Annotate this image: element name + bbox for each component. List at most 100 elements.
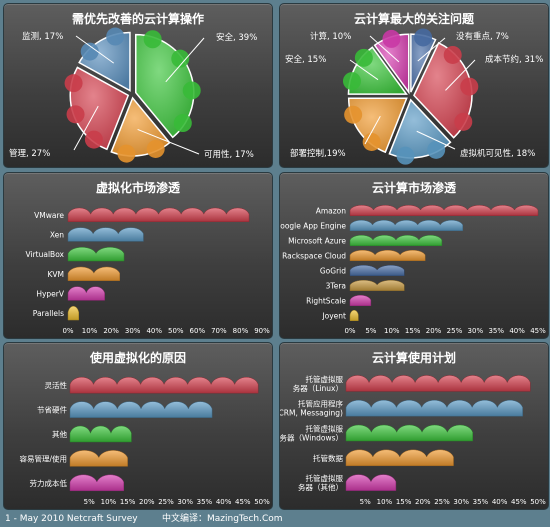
x-tick-label: 70% [211,327,227,335]
x-tick-label: 30% [177,498,193,506]
pie-slice-bump [84,130,103,149]
x-tick-label: 10% [82,327,98,335]
x-tick-label: 0% [62,327,73,335]
pie-leader-line [73,105,99,151]
panel-cloud-ops-priority: 需优先改善的云计算操作 安全, 39% 可用性, 17% 管理, 27% 监测, 17% [3,3,273,168]
pie-slice-bump [117,144,136,163]
pie-slice-label: 计算, 10% [310,31,351,42]
pie-slice-bump [362,132,381,151]
x-tick-label: 10% [377,498,393,506]
category-label: 托管虚拟服务器（其他） [298,473,343,492]
x-tick-label: 30% [453,498,469,506]
x-tick-label: 45% [530,327,546,335]
pie-leader-line [369,35,400,63]
pie-leader-line [349,59,379,81]
x-tick-label: 40% [492,498,508,506]
footer-credit: 中文编译：MazingTech.Com [162,514,283,524]
x-tick-label: 35% [473,498,489,506]
category-label: Google App Engine [280,222,346,231]
pie-slice-label: 安全, 15% [285,54,326,65]
panel-virtualization-reasons: 使用虚拟化的原因 5% 10% 15% 20% 25% 30% 35% 40% 45% 50% 灵活性… [3,342,273,510]
pie-slice-bump [427,140,446,159]
bar [67,247,125,262]
pie-slice-bump [146,139,165,158]
category-label: Parallels [33,309,64,318]
pie-leader-line [137,128,200,155]
pie-slice-bump [460,77,479,96]
category-label: HyperV [36,290,65,299]
x-tick-label: 35% [197,498,213,506]
pie-slice-bump [173,114,192,133]
x-tick-label: 90% [254,327,270,335]
category-label: 灵活性 [45,380,68,390]
category-label: Xen [50,231,64,240]
category-label: 3Tera [326,282,346,291]
x-tick-label: 0% [344,327,355,335]
pie-slice-bump [342,72,361,91]
category-label: 托管虚拟服务器（Linux） [293,374,344,393]
x-tick-label: 50% [530,498,546,506]
category-label: Microsoft Azure [288,237,346,246]
x-tick-label: 40% [146,327,162,335]
category-label: RightScale [306,297,346,306]
pie-slice-label: 部署控制,19% [290,148,346,159]
pie-leader-line [75,35,115,64]
x-tick-label: 40% [509,327,525,335]
bar [69,401,213,418]
x-tick-label: 30% [125,327,141,335]
bar [345,399,523,417]
x-tick-label: 80% [233,327,249,335]
x-tick-label: 15% [396,498,412,506]
category-label: 容易管理/使用 [19,453,67,463]
pie-slice-label: 可用性, 17% [204,149,254,160]
pie-slice-label: 监测, 17% [22,31,63,42]
category-label: 劳力成本低 [30,478,68,488]
bar [69,425,132,443]
category-label: 托管应用程序(CRM, Messaging) [280,399,343,418]
x-tick-label: 20% [103,327,119,335]
footer-source: 1 - May 2010 Netcraft Survey [5,514,138,524]
x-tick-label: 20% [139,498,155,506]
category-label: VMware [34,211,64,220]
x-tick-label: 25% [447,327,463,335]
bar-chart-cloud-usage-plan: 云计算使用计划 5% 10% 15% 20% 25% 30% 35% 40% 45% 50% 托管虚拟… [280,350,546,506]
bar [349,265,405,276]
pie-slice-label: 成本节约, 31% [485,54,543,65]
panel-virtualization-penetration: 虚拟化市场渗透 0% 10% 20% 30% 40% 50% 60% 70% 80% 90% VMwa… [3,172,273,339]
bar [345,424,473,442]
pie-slice [347,97,408,154]
pie-slice-bump [454,112,473,131]
chart-title: 云计算使用计划 [372,350,456,365]
chart-title: 虚拟化市场渗透 [96,180,181,195]
category-label: 其他 [52,429,67,439]
pie-leader-line [445,59,476,91]
x-tick-label: 20% [415,498,431,506]
x-tick-label: 50% [254,498,270,506]
bar [67,306,80,321]
x-tick-label: 10% [101,498,117,506]
chart-title: 需优先改善的云计算操作 [72,11,204,26]
x-tick-label: 10% [384,327,400,335]
pie-leader-line [165,37,205,83]
panel-cloud-usage-plan: 云计算使用计划 5% 10% 15% 20% 25% 30% 35% 40% 45% 50% 托管虚拟… [279,342,549,510]
x-tick-label: 60% [190,327,206,335]
bar [69,450,128,467]
bar [349,295,372,306]
category-label: 节省硬件 [37,405,67,415]
bar-chart-virtualization-penetration: 虚拟化市场渗透 0% 10% 20% 30% 40% 50% 60% 70% 80% 90% VMwa… [26,180,271,335]
pie-slice-bump [64,74,83,93]
bar [349,310,359,321]
pie-slice-bump [80,42,99,61]
pie-slice-label: 没有重点, 7% [456,31,509,42]
pie-slice-bump [66,105,85,124]
pie-slice-bump [396,146,415,165]
pie-leader-line [416,130,456,150]
pie-slice-bump [414,28,433,47]
category-label: 托管虚拟服务器（Windows） [280,424,343,443]
chart-title: 云计算市场渗透 [372,180,457,195]
bar [345,449,454,467]
pie-slice-bump [443,45,462,64]
pie-slice-bump [106,27,125,46]
